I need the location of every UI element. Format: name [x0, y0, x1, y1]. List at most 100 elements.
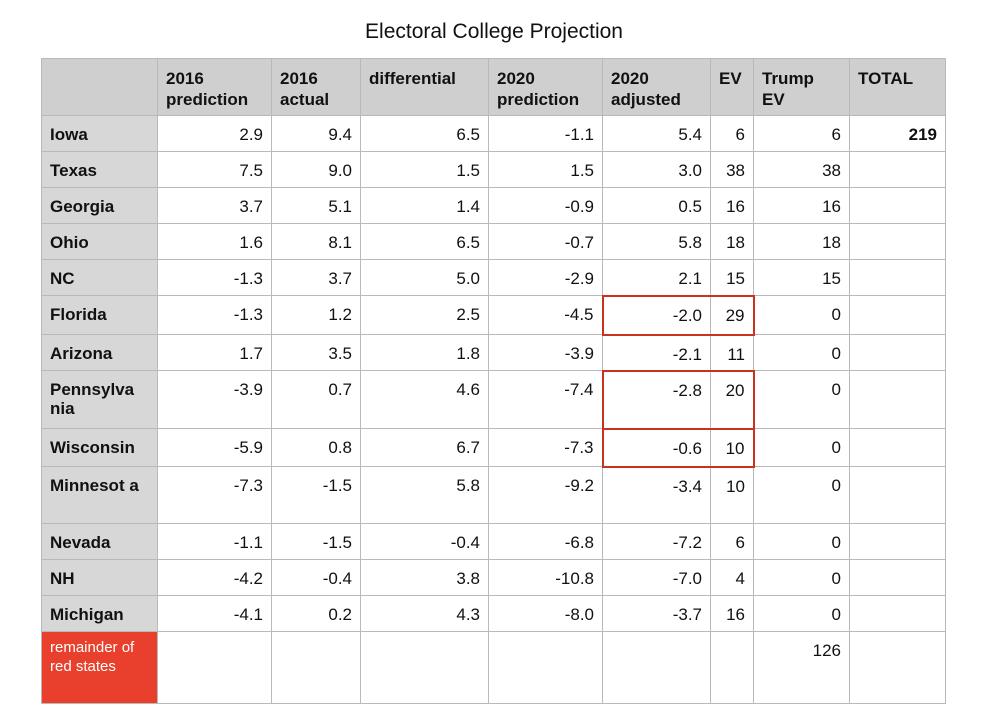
- total-cell: [849, 187, 946, 224]
- actual-2016-cell: -1.5: [271, 523, 361, 560]
- remainder-row: remainder of red states 126: [41, 631, 946, 704]
- ev-cell: 38: [710, 151, 754, 188]
- total-cell: [849, 523, 946, 560]
- table-row: Nevada -1.1 -1.5 -0.4 -6.8 -7.2 6 0: [41, 523, 946, 560]
- trump-ev-cell: 0: [753, 334, 850, 371]
- ev-cell: 11: [710, 334, 754, 371]
- actual-2016-cell: -0.4: [271, 559, 361, 596]
- prediction-2020-cell: -0.9: [488, 187, 603, 224]
- adjusted-2020-cell: 5.8: [602, 223, 711, 260]
- actual-2016-cell: 3.7: [271, 259, 361, 296]
- prediction-2016-cell: -1.1: [157, 523, 272, 560]
- total-cell: [849, 466, 946, 524]
- differential-cell: 1.4: [360, 187, 489, 224]
- state-cell: Michigan: [41, 595, 158, 632]
- prediction-2016-cell: 2.9: [157, 115, 272, 152]
- adjusted-2020-cell: -2.8: [601, 369, 711, 429]
- actual-2016-cell: 0.7: [271, 370, 361, 429]
- prediction-2016-cell: [157, 631, 272, 704]
- state-cell: Iowa: [41, 115, 158, 152]
- table-row: Minnesot a -7.3 -1.5 5.8 -9.2 -3.4 10 0: [41, 466, 946, 524]
- prediction-2016-cell: -3.9: [157, 370, 272, 429]
- actual-2016-cell: 0.8: [271, 428, 361, 467]
- column-header: Trump EV: [753, 58, 850, 116]
- ev-cell: 20: [710, 369, 755, 429]
- differential-cell: 3.8: [360, 559, 489, 596]
- chart-title: Electoral College Projection: [365, 20, 623, 43]
- adjusted-2020-cell: 3.0: [602, 151, 711, 188]
- column-header: [41, 58, 158, 116]
- prediction-2020-cell: [488, 631, 603, 704]
- state-cell: remainder of red states: [41, 631, 158, 704]
- trump-ev-cell: 38: [753, 151, 850, 188]
- state-cell: NH: [41, 559, 158, 596]
- ev-cell: 10: [710, 466, 754, 524]
- table-row: Pennsylva nia -3.9 0.7 4.6 -7.4 -2.8 20 0: [41, 369, 946, 429]
- ev-cell: 16: [710, 595, 754, 632]
- column-header: TOTAL: [849, 58, 946, 116]
- adjusted-2020-cell: 0.5: [602, 187, 711, 224]
- column-header: differential: [360, 58, 489, 116]
- trump-ev-cell: 0: [753, 595, 850, 632]
- ev-cell: 6: [710, 523, 754, 560]
- adjusted-2020-cell: -3.7: [602, 595, 711, 632]
- prediction-2016-cell: -4.2: [157, 559, 272, 596]
- actual-2016-cell: 1.2: [271, 295, 361, 335]
- differential-cell: -0.4: [360, 523, 489, 560]
- ev-cell: 16: [710, 187, 754, 224]
- trump-ev-cell: 0: [753, 428, 850, 467]
- prediction-2020-cell: -7.3: [488, 428, 603, 467]
- adjusted-2020-cell: -0.6: [601, 427, 711, 468]
- trump-ev-cell: 0: [753, 523, 850, 560]
- prediction-2016-cell: -7.3: [157, 466, 272, 524]
- prediction-2016-cell: 7.5: [157, 151, 272, 188]
- total-cell: [849, 223, 946, 260]
- state-cell: Minnesot a: [41, 466, 158, 524]
- adjusted-2020-cell: 2.1: [602, 259, 711, 296]
- trump-ev-cell: 0: [753, 466, 850, 524]
- prediction-2016-cell: 1.7: [157, 334, 272, 371]
- prediction-2020-cell: -8.0: [488, 595, 603, 632]
- state-cell: Florida: [41, 295, 158, 335]
- total-cell: [849, 370, 946, 429]
- prediction-2016-cell: 1.6: [157, 223, 272, 260]
- table-row: Florida -1.3 1.2 2.5 -4.5 -2.0 29 0: [41, 294, 946, 336]
- table-row: Michigan -4.1 0.2 4.3 -8.0 -3.7 16 0: [41, 595, 946, 632]
- differential-cell: 6.5: [360, 223, 489, 260]
- header-row: 2016 prediction 2016 actual differential…: [41, 58, 946, 116]
- adjusted-2020-cell: -7.2: [602, 523, 711, 560]
- table-row: Arizona 1.7 3.5 1.8 -3.9 -2.1 11 0: [41, 334, 946, 371]
- adjusted-2020-cell: 5.4: [602, 115, 711, 152]
- actual-2016-cell: [271, 631, 361, 704]
- column-header: 2016 actual: [271, 58, 361, 116]
- trump-ev-cell: 126: [753, 631, 850, 704]
- total-cell: [849, 595, 946, 632]
- differential-cell: [360, 631, 489, 704]
- prediction-2020-cell: -4.5: [488, 295, 603, 335]
- prediction-2020-cell: -7.4: [488, 370, 603, 429]
- trump-ev-cell: 0: [753, 370, 850, 429]
- projection-table: 2016 prediction 2016 actual differential…: [41, 58, 946, 704]
- adjusted-2020-cell: -2.0: [601, 294, 711, 336]
- state-cell: Ohio: [41, 223, 158, 260]
- actual-2016-cell: 0.2: [271, 595, 361, 632]
- state-cell: Pennsylva nia: [41, 370, 158, 429]
- column-header: 2020 prediction: [488, 58, 603, 116]
- prediction-2020-cell: -10.8: [488, 559, 603, 596]
- adjusted-2020-cell: -2.1: [602, 334, 711, 371]
- adjusted-2020-cell: -3.4: [602, 466, 711, 524]
- trump-ev-cell: 0: [753, 559, 850, 596]
- differential-cell: 6.7: [360, 428, 489, 467]
- column-header: 2020 adjusted: [602, 58, 711, 116]
- ev-cell: 10: [710, 427, 755, 468]
- total-cell: [849, 428, 946, 467]
- ev-cell: 29: [710, 294, 755, 336]
- ev-cell: [710, 631, 754, 704]
- prediction-2020-cell: -9.2: [488, 466, 603, 524]
- ev-cell: 18: [710, 223, 754, 260]
- prediction-2016-cell: -1.3: [157, 259, 272, 296]
- table-row: Texas 7.5 9.0 1.5 1.5 3.0 38 38: [41, 151, 946, 188]
- differential-cell: 1.5: [360, 151, 489, 188]
- actual-2016-cell: 9.4: [271, 115, 361, 152]
- trump-ev-cell: 15: [753, 259, 850, 296]
